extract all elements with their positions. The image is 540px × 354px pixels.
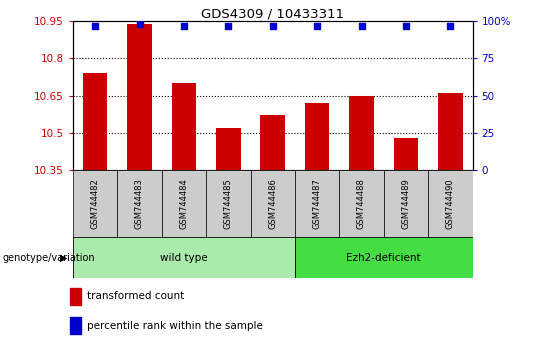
Text: genotype/variation: genotype/variation <box>3 252 96 263</box>
Point <box>357 23 366 29</box>
FancyBboxPatch shape <box>73 170 117 237</box>
Point <box>135 21 144 27</box>
FancyBboxPatch shape <box>206 170 251 237</box>
Title: GDS4309 / 10433311: GDS4309 / 10433311 <box>201 7 345 20</box>
Text: ▶: ▶ <box>60 252 68 263</box>
Text: GSM744483: GSM744483 <box>135 178 144 229</box>
Text: GSM744490: GSM744490 <box>446 178 455 229</box>
Bar <box>127 24 152 170</box>
Bar <box>260 115 285 170</box>
Bar <box>172 83 196 170</box>
Bar <box>70 317 80 334</box>
Text: GSM744486: GSM744486 <box>268 178 277 229</box>
Point <box>224 23 233 29</box>
Text: GSM744482: GSM744482 <box>91 178 99 229</box>
Text: GSM744485: GSM744485 <box>224 178 233 229</box>
Text: GSM744484: GSM744484 <box>179 178 188 229</box>
FancyBboxPatch shape <box>161 170 206 237</box>
Text: GSM744489: GSM744489 <box>401 178 410 229</box>
Bar <box>394 138 418 170</box>
Bar <box>438 93 462 170</box>
Text: GSM744488: GSM744488 <box>357 178 366 229</box>
FancyBboxPatch shape <box>295 237 472 278</box>
Bar <box>83 73 107 170</box>
Bar <box>305 103 329 170</box>
FancyBboxPatch shape <box>384 170 428 237</box>
Bar <box>70 288 80 305</box>
Point <box>446 23 455 29</box>
Text: wild type: wild type <box>160 252 208 263</box>
Point <box>180 23 188 29</box>
Point <box>91 23 99 29</box>
Text: Ezh2-deficient: Ezh2-deficient <box>346 252 421 263</box>
FancyBboxPatch shape <box>295 170 339 237</box>
Text: GSM744487: GSM744487 <box>313 178 322 229</box>
Text: percentile rank within the sample: percentile rank within the sample <box>87 321 262 331</box>
FancyBboxPatch shape <box>251 170 295 237</box>
Bar <box>349 96 374 170</box>
FancyBboxPatch shape <box>73 237 295 278</box>
Text: transformed count: transformed count <box>87 291 184 301</box>
FancyBboxPatch shape <box>117 170 161 237</box>
Point <box>268 23 277 29</box>
Point <box>402 23 410 29</box>
Point <box>313 23 321 29</box>
FancyBboxPatch shape <box>339 170 384 237</box>
Bar <box>216 128 240 170</box>
FancyBboxPatch shape <box>428 170 472 237</box>
